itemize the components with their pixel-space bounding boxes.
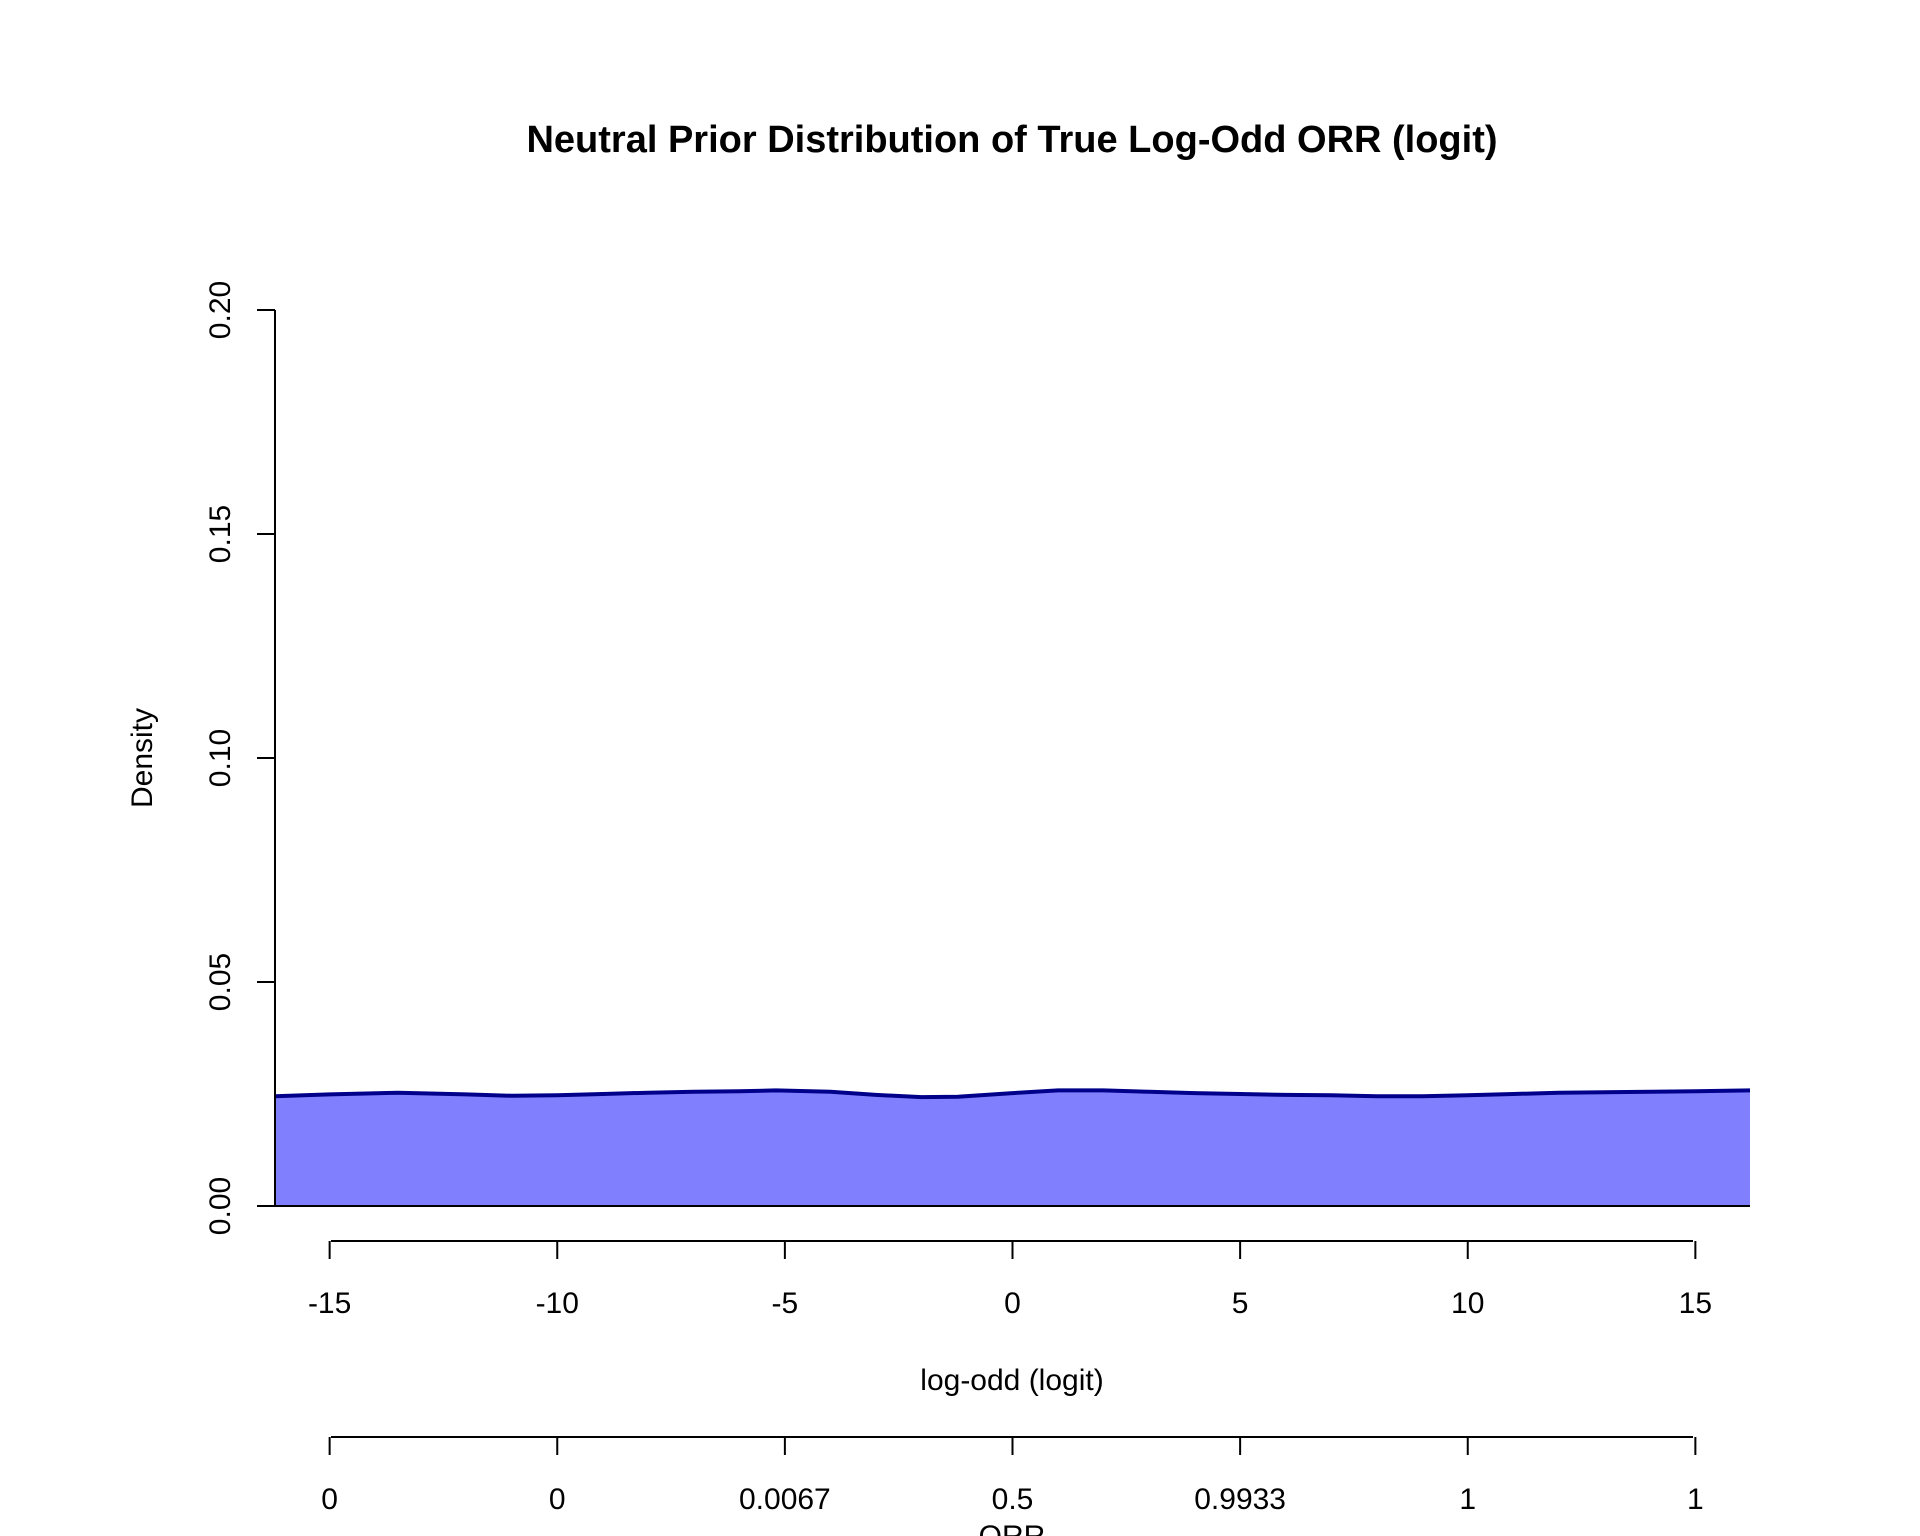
- x-tick-label: -15: [308, 1287, 351, 1320]
- y-tick-label: 0.15: [204, 505, 237, 563]
- x-tick-label: 5: [1232, 1287, 1249, 1320]
- y-axis-ticks: 0.00 0.05 0.10 0.15 0.20: [204, 281, 275, 1235]
- y-tick-label: 0.05: [204, 953, 237, 1011]
- secondary-x-tick-label: 1: [1687, 1483, 1704, 1516]
- secondary-x-tick-label: 0: [321, 1483, 338, 1516]
- x-axis-ticks: -15 -10 -5 0 5 10 15: [308, 1241, 1712, 1320]
- secondary-x-axis-label: ORR: [979, 1520, 1046, 1536]
- x-tick-label: 15: [1679, 1287, 1712, 1320]
- y-tick-label: 0.00: [204, 1177, 237, 1235]
- x-tick-label: 0: [1004, 1287, 1021, 1320]
- y-axis-label: Density: [126, 708, 159, 808]
- secondary-x-tick-label: 0.0067: [739, 1483, 831, 1516]
- secondary-x-tick-label: 1: [1459, 1483, 1476, 1516]
- density-curve-line: [274, 1088, 1751, 1100]
- x-tick-label: 10: [1451, 1287, 1484, 1320]
- y-tick-label: 0.20: [204, 281, 237, 339]
- secondary-x-axis-ticks: 0 0 0.0067 0.5 0.9933 1 1: [321, 1437, 1704, 1516]
- y-tick-label: 0.10: [204, 729, 237, 787]
- x-tick-label: -5: [772, 1287, 799, 1320]
- secondary-x-tick-label: 0.5: [992, 1483, 1034, 1516]
- secondary-x-tick-label: 0: [549, 1483, 566, 1516]
- density-area-fill: [275, 1090, 1750, 1206]
- x-tick-label: -10: [536, 1287, 579, 1320]
- x-axis-label: log-odd (logit): [920, 1364, 1103, 1397]
- chart-title: Neutral Prior Distribution of True Log-O…: [526, 119, 1497, 161]
- secondary-x-tick-label: 0.9933: [1194, 1483, 1286, 1516]
